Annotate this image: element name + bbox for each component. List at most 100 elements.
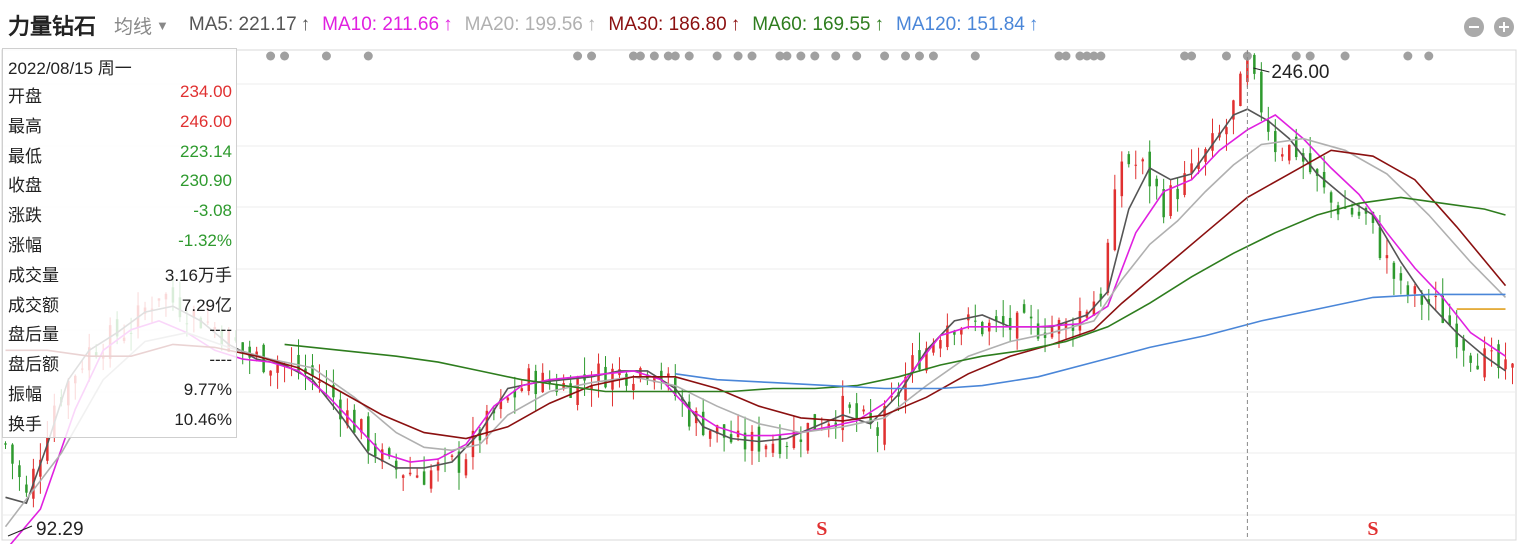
info-value: -3.08 [193, 201, 232, 221]
candle-body [1315, 169, 1319, 176]
candle-body [1357, 211, 1361, 216]
candle-body [1015, 312, 1019, 339]
ma-trend-arrow: ↑ [443, 14, 453, 35]
event-marker [1305, 51, 1315, 61]
chevron-down-icon[interactable]: ▼ [156, 17, 169, 33]
candle-body [1120, 161, 1124, 197]
candle-body [1371, 211, 1375, 223]
candle-body [764, 445, 768, 450]
candle-body [374, 443, 377, 457]
candle-body [499, 398, 503, 410]
candle-body [1155, 178, 1158, 187]
candle-body [1239, 73, 1242, 107]
candle-body [1511, 363, 1514, 368]
event-marker [1403, 51, 1413, 61]
candle-body [701, 411, 705, 436]
candle-body [841, 395, 844, 431]
candle-body [1462, 339, 1465, 351]
event-marker [733, 51, 743, 61]
candle-body [1225, 127, 1228, 135]
candle-body [1490, 350, 1493, 352]
info-row: 最低 223.14 [8, 142, 232, 170]
candle-body [436, 462, 440, 471]
ma-legend-text: MA30: 186.80 [608, 14, 727, 35]
info-row: 盘后量 ---- [8, 320, 232, 348]
candle-body [1183, 173, 1186, 195]
ma-legend-text: MA60: 169.55 [752, 14, 871, 35]
candle-body [506, 397, 510, 401]
info-label: 最低 [8, 146, 42, 166]
info-label: 振幅 [8, 385, 42, 404]
candle-body [674, 377, 677, 397]
info-label: 涨跌 [8, 206, 42, 226]
candle-body [332, 385, 335, 398]
candle-body [1378, 227, 1382, 259]
info-value: ---- [209, 350, 232, 370]
candle-body [1504, 359, 1507, 370]
ma-dropdown-label[interactable]: 均线 [114, 16, 153, 38]
candle-body [653, 376, 656, 383]
candle-body [241, 342, 244, 351]
event-marker [573, 51, 583, 61]
candle-body [1092, 301, 1096, 316]
low-arrow [7, 525, 33, 537]
ma-line-ma20 [4, 137, 1507, 528]
candle-body [39, 459, 42, 477]
event-marker [1187, 51, 1197, 61]
candle-body [1455, 323, 1458, 348]
info-label: 涨幅 [8, 236, 42, 255]
event-marker [901, 51, 911, 61]
candle-body [527, 368, 531, 391]
ma-line-ma60 [284, 196, 1506, 393]
ma-legend-text: MA120: 151.84 [896, 14, 1025, 35]
ma-legend: MA5: 221.17 ↑ MA10: 211.66 ↑ MA20: 199.56 ↑ MA… [177, 14, 1038, 36]
candle-body [255, 351, 258, 356]
candle-body [1420, 294, 1424, 305]
info-label: 盘后量 [8, 325, 59, 345]
event-marker [363, 51, 373, 61]
candle-body [1057, 319, 1061, 334]
event-marker [1082, 51, 1092, 61]
candle-body [632, 383, 635, 391]
candle-body [597, 363, 600, 382]
candle-body [625, 373, 628, 386]
low-label: 92.29 [36, 519, 84, 540]
candle-body [1427, 299, 1431, 304]
candle-body [1176, 188, 1179, 200]
info-panel: 2022/08/15 周一 开盘 234.00 最高 246.00 最低 223.14 收盘… [2, 48, 237, 438]
candle-body [1169, 185, 1172, 217]
event-marker [712, 51, 722, 61]
info-row: 开盘 234.00 [8, 82, 232, 110]
event-marker [928, 51, 938, 61]
collapse-minus-icon[interactable] [1464, 17, 1484, 37]
candle-body [778, 435, 782, 454]
candle-body [785, 446, 789, 448]
candle-body [932, 342, 935, 353]
info-value: ---- [209, 320, 232, 340]
candle-body [925, 348, 928, 371]
candle-body [862, 409, 865, 412]
candle-body [953, 331, 956, 335]
event-marker [321, 51, 331, 61]
candle-body [911, 355, 914, 373]
candle-body [1399, 273, 1403, 281]
candle-body [4, 443, 7, 445]
candle-body [1162, 189, 1165, 218]
info-value: -1.32% [178, 231, 232, 250]
candle-body [485, 410, 489, 439]
expand-plus-icon[interactable] [1494, 17, 1514, 37]
candle-body [1246, 59, 1249, 83]
candle-body [450, 455, 454, 457]
info-value: 10.46% [174, 409, 232, 429]
ma-legend-item: MA120: 151.84 ↑ [896, 14, 1038, 35]
candle-body [1113, 189, 1117, 251]
candle-body [590, 385, 593, 390]
candle-body [346, 410, 349, 426]
candle-body [297, 354, 300, 373]
info-label: 成交量 [8, 265, 59, 285]
candle-body [367, 416, 370, 451]
candle-body [1022, 304, 1026, 313]
ma-legend-text: MA10: 211.66 [322, 14, 440, 35]
candle-body [1274, 131, 1277, 153]
candle-body [743, 432, 747, 450]
